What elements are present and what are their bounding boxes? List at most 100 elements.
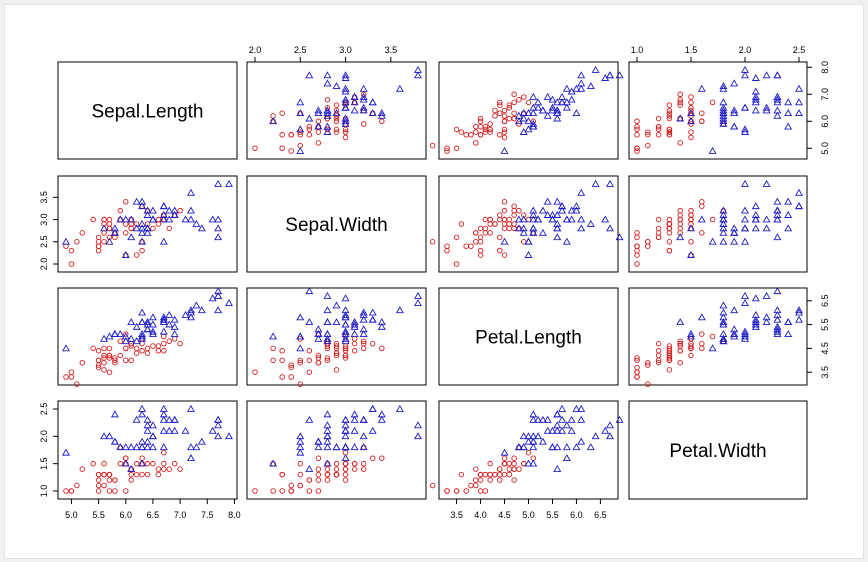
data-point bbox=[730, 224, 739, 232]
data-point bbox=[666, 247, 673, 254]
data-point bbox=[144, 471, 151, 478]
data-point bbox=[577, 71, 586, 79]
data-point bbox=[511, 455, 517, 461]
data-point bbox=[519, 127, 528, 135]
data-point bbox=[95, 488, 102, 494]
data-point bbox=[127, 215, 136, 223]
data-point bbox=[379, 455, 385, 461]
data-point bbox=[332, 82, 341, 90]
data-point bbox=[323, 421, 332, 429]
data-point bbox=[529, 215, 538, 223]
data-point bbox=[144, 350, 151, 356]
data-point bbox=[677, 207, 683, 214]
y-tick-label: 5.0 bbox=[820, 142, 830, 155]
data-point bbox=[359, 415, 368, 423]
data-point bbox=[270, 345, 276, 352]
data-point bbox=[511, 203, 517, 209]
data-point bbox=[477, 225, 484, 232]
data-point bbox=[314, 122, 323, 130]
data-point bbox=[463, 488, 469, 494]
data-point bbox=[558, 426, 567, 434]
data-point bbox=[429, 482, 436, 489]
data-point bbox=[677, 96, 683, 103]
data-point bbox=[138, 437, 147, 445]
data-point bbox=[123, 488, 129, 494]
panel-Petal.Length-vs-Petal.Length bbox=[438, 287, 619, 386]
data-point bbox=[90, 460, 96, 467]
data-point bbox=[105, 237, 114, 245]
data-point bbox=[270, 357, 276, 364]
data-point bbox=[751, 98, 760, 106]
data-point bbox=[553, 421, 562, 429]
data-point bbox=[553, 233, 562, 241]
data-point bbox=[501, 460, 508, 467]
data-point bbox=[477, 234, 484, 241]
data-point bbox=[741, 179, 749, 187]
data-point bbox=[79, 230, 86, 236]
data-point bbox=[395, 84, 404, 92]
data-point bbox=[214, 291, 223, 299]
data-point bbox=[101, 460, 107, 467]
data-point bbox=[63, 488, 69, 494]
data-point bbox=[342, 134, 349, 141]
data-point bbox=[773, 71, 782, 79]
data-point bbox=[666, 107, 673, 114]
data-point bbox=[492, 221, 498, 227]
data-point bbox=[341, 454, 350, 462]
data-point bbox=[359, 432, 368, 440]
data-point bbox=[214, 421, 223, 429]
data-point bbox=[323, 330, 332, 337]
data-point bbox=[615, 415, 624, 423]
data-point bbox=[645, 129, 651, 135]
data-point bbox=[106, 488, 113, 494]
data-point bbox=[697, 84, 706, 92]
data-point bbox=[634, 234, 640, 241]
data-point bbox=[315, 455, 322, 461]
x-tick-label: 5.5 bbox=[546, 510, 559, 520]
data-point bbox=[453, 234, 460, 241]
data-point bbox=[468, 132, 474, 138]
data-point bbox=[305, 415, 314, 423]
data-point bbox=[106, 355, 113, 361]
data-point bbox=[520, 94, 527, 100]
data-point bbox=[634, 132, 640, 138]
data-point bbox=[520, 239, 527, 245]
data-point bbox=[567, 415, 576, 423]
data-point bbox=[496, 477, 503, 483]
data-point bbox=[501, 455, 508, 461]
data-point bbox=[297, 132, 304, 138]
data-point bbox=[699, 110, 705, 116]
data-point bbox=[110, 437, 119, 445]
data-point bbox=[511, 91, 517, 98]
data-point bbox=[315, 359, 322, 366]
data-point bbox=[305, 287, 314, 295]
y-tick-label: 6.0 bbox=[820, 115, 830, 128]
data-point bbox=[615, 233, 624, 241]
data-point bbox=[719, 224, 728, 232]
data-point bbox=[414, 421, 422, 429]
data-point bbox=[586, 82, 595, 90]
data-point bbox=[128, 343, 134, 349]
scatterplot-matrix: Sepal.Length Sepal.Width Petal.Length Petal… bbox=[39, 45, 830, 520]
data-point bbox=[708, 237, 717, 245]
data-point bbox=[741, 237, 749, 245]
data-point bbox=[306, 348, 313, 354]
data-point bbox=[543, 211, 552, 218]
data-point bbox=[288, 364, 294, 371]
data-point bbox=[306, 369, 313, 375]
data-point bbox=[368, 315, 377, 323]
data-point bbox=[106, 216, 113, 223]
data-point bbox=[186, 306, 195, 314]
data-point bbox=[606, 179, 614, 187]
data-point bbox=[666, 221, 673, 227]
data-point bbox=[138, 459, 147, 467]
x-tick-label: 2.5 bbox=[294, 45, 307, 55]
data-point bbox=[170, 322, 179, 330]
data-point bbox=[161, 340, 167, 347]
data-point bbox=[161, 460, 167, 467]
data-point bbox=[296, 313, 305, 321]
data-point bbox=[591, 65, 600, 73]
data-point bbox=[342, 471, 349, 478]
data-point bbox=[666, 110, 673, 116]
data-point bbox=[586, 219, 595, 227]
